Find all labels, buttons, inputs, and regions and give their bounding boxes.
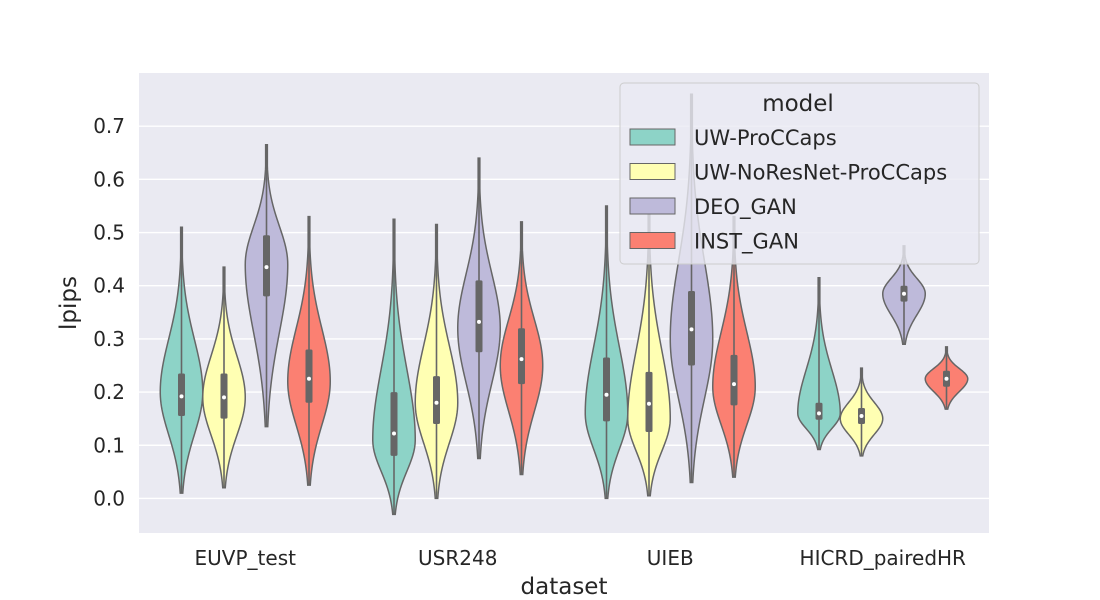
violin-median-dot: [222, 395, 226, 400]
legend-swatch: [629, 163, 676, 180]
y-tick-label: 0.0: [93, 486, 125, 510]
violin-median-dot: [817, 411, 821, 416]
y-tick-label: 0.5: [93, 221, 125, 245]
legend-swatch: [629, 232, 676, 249]
violin-median-dot: [647, 401, 651, 406]
violin: [287, 215, 331, 486]
violin: [797, 276, 841, 451]
legend-label: UW-ProCCaps: [694, 126, 837, 150]
violin-median-dot: [859, 414, 864, 419]
y-tick-label: 0.7: [93, 114, 125, 138]
legend-label: UW-NoResNet-ProCCaps: [694, 161, 947, 185]
violin: [839, 367, 884, 457]
violin-median-dot: [477, 319, 481, 324]
x-axis-label: dataset: [521, 574, 608, 600]
violin: [457, 157, 501, 460]
violin-iqr-box: [475, 280, 483, 353]
y-tick-labels: 0.0 0.1 0.2 0.3 0.4 0.5 0.6 0.7: [93, 114, 125, 510]
violin-iqr-box: [433, 376, 440, 424]
violin-median-dot: [902, 291, 906, 296]
violin-median-dot: [179, 394, 184, 399]
y-tick-label: 0.2: [93, 380, 125, 404]
x-tick-label: EUVP_test: [195, 546, 297, 570]
violin-median-dot: [732, 382, 736, 387]
violin: [584, 205, 629, 500]
violin-median-dot: [519, 357, 524, 362]
y-tick-label: 0.1: [93, 433, 125, 457]
legend-label: DEO_GAN: [694, 195, 797, 220]
violin: [244, 144, 289, 428]
y-tick-label: 0.6: [93, 167, 125, 191]
violin: [159, 226, 204, 494]
x-tick-label: UIEB: [647, 546, 694, 570]
violin-iqr-box: [518, 328, 525, 385]
violin-median-dot: [944, 376, 949, 381]
legend-label: INST_GAN: [694, 230, 799, 255]
violin-iqr-box: [305, 349, 313, 403]
violin-median-dot: [604, 392, 609, 397]
x-tick-label: HICRD_pairedHR: [800, 546, 967, 570]
violin: [372, 218, 416, 516]
legend-title: model: [762, 91, 834, 117]
violin-iqr-box: [730, 354, 738, 406]
violin-median-dot: [307, 376, 311, 381]
legend-swatch: [629, 128, 676, 146]
violin-iqr-box: [603, 357, 610, 422]
violin: [499, 221, 544, 476]
x-tick-labels: EUVP_test USR248 UIEB HICRD_pairedHR: [195, 546, 967, 570]
legend-swatch: [629, 197, 676, 215]
violin: [202, 266, 246, 489]
violin-median-dot: [689, 327, 694, 332]
violin-median-dot: [434, 400, 439, 405]
y-tick-label: 0.4: [93, 274, 125, 298]
violins: [159, 93, 969, 516]
legend-frame: [619, 82, 980, 265]
x-tick-label: USR248: [418, 546, 497, 570]
y-tick-label: 0.3: [93, 327, 125, 351]
violin-median-dot: [264, 265, 269, 270]
violin-median-dot: [392, 431, 396, 436]
violin-iqr-box: [390, 392, 398, 456]
violin: [924, 346, 969, 410]
y-axis-label: lpips: [56, 276, 82, 330]
violin-iqr-box: [815, 402, 823, 420]
violin: [414, 223, 459, 500]
legend: model UW-ProCCaps UW-NoResNet-ProCCaps DEO…: [619, 82, 980, 265]
